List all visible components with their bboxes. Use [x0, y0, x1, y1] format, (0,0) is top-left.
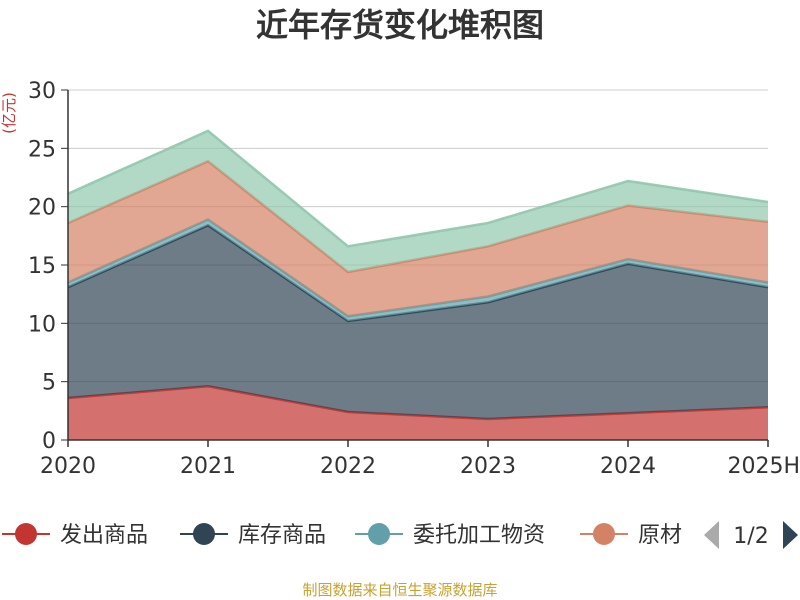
- legend-item[interactable]: 原材: [580, 523, 682, 548]
- y-tick-label: 5: [42, 371, 56, 396]
- legend-label: 库存商品: [238, 523, 326, 548]
- legend-label: 发出商品: [60, 523, 148, 548]
- legend-items: 发出商品 库存商品 委托加工物资 原材: [2, 523, 682, 548]
- x-tick-label: 2023: [460, 454, 516, 479]
- x-tick-label: 2021: [180, 454, 236, 479]
- legend-item[interactable]: 发出商品: [2, 523, 148, 548]
- legend-marker-icon: [593, 523, 615, 545]
- y-tick-label: 0: [42, 429, 56, 454]
- legend-label: 原材: [638, 523, 682, 548]
- stacked-areas: [67, 129, 769, 440]
- axes: 0 5 10 15 20 25 30 2020 2021 2022 2023 2024 2025H: [28, 79, 800, 479]
- y-tick-label: 10: [28, 312, 56, 337]
- data-source-note: 制图数据来自恒生聚源数据库: [302, 581, 497, 599]
- legend-marker-icon: [368, 523, 390, 545]
- y-tick-label: 25: [28, 137, 56, 162]
- area-series-4: [68, 130, 768, 272]
- y-axis-unit-label: (亿元): [0, 92, 18, 134]
- x-tick-label: 2022: [320, 454, 376, 479]
- y-tick-label: 30: [28, 79, 56, 104]
- legend-label: 委托加工物资: [413, 523, 545, 548]
- series-line-4: [67, 129, 769, 248]
- legend-page-indicator: 1/2: [733, 524, 768, 549]
- legend-marker-icon: [15, 523, 37, 545]
- legend-item[interactable]: 库存商品: [180, 523, 326, 548]
- x-tick-label: 2020: [40, 454, 96, 479]
- legend-prev-arrow-icon[interactable]: [704, 521, 719, 549]
- x-tick-label: 2025H: [727, 454, 800, 479]
- area-series-0: [68, 386, 768, 440]
- legend: 发出商品 库存商品 委托加工物资 原材: [2, 523, 682, 548]
- legend-next-arrow-icon[interactable]: [783, 521, 798, 549]
- chart-title: 近年存货变化堆积图: [256, 6, 544, 44]
- y-tick-label: 20: [28, 196, 56, 221]
- legend-item[interactable]: 委托加工物资: [355, 523, 545, 548]
- x-tick-label: 2024: [600, 454, 656, 479]
- legend-marker-icon: [193, 523, 215, 545]
- legend-pager: 1/2: [704, 521, 798, 549]
- y-tick-label: 15: [28, 254, 56, 279]
- area-series-3: [68, 161, 768, 317]
